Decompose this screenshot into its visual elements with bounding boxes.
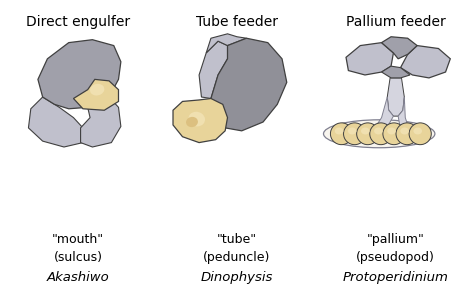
Polygon shape <box>73 79 118 110</box>
Ellipse shape <box>188 112 205 126</box>
Ellipse shape <box>383 123 405 145</box>
Text: (pseudopod): (pseudopod) <box>356 251 435 264</box>
Text: "mouth": "mouth" <box>52 233 104 246</box>
Ellipse shape <box>413 128 422 134</box>
Ellipse shape <box>409 123 431 145</box>
Text: "tube": "tube" <box>217 233 257 246</box>
Ellipse shape <box>361 128 370 134</box>
Polygon shape <box>382 66 410 78</box>
Text: (peduncle): (peduncle) <box>203 251 271 264</box>
Ellipse shape <box>370 123 392 145</box>
Ellipse shape <box>186 117 198 127</box>
Ellipse shape <box>374 128 383 134</box>
Ellipse shape <box>90 84 104 96</box>
Text: Tube feeder: Tube feeder <box>196 15 278 29</box>
Text: Protoperidinium: Protoperidinium <box>343 271 449 284</box>
Polygon shape <box>401 46 450 78</box>
Polygon shape <box>38 40 121 109</box>
Ellipse shape <box>330 123 353 145</box>
Polygon shape <box>206 34 246 53</box>
Ellipse shape <box>323 120 435 148</box>
Polygon shape <box>211 38 287 131</box>
Polygon shape <box>377 97 393 129</box>
Polygon shape <box>199 41 228 98</box>
Ellipse shape <box>396 123 418 145</box>
Text: Direct engulfer: Direct engulfer <box>26 15 130 29</box>
Polygon shape <box>387 78 404 116</box>
Text: Akashiwo: Akashiwo <box>47 271 109 284</box>
Ellipse shape <box>401 128 409 134</box>
Text: Pallium feeder: Pallium feeder <box>346 15 446 29</box>
Polygon shape <box>81 97 121 147</box>
Polygon shape <box>398 97 408 130</box>
Polygon shape <box>173 98 228 143</box>
Text: "pallium": "pallium" <box>367 233 425 246</box>
Ellipse shape <box>348 128 356 134</box>
Ellipse shape <box>387 128 396 134</box>
Ellipse shape <box>344 123 366 145</box>
Polygon shape <box>382 37 417 59</box>
Text: Dinophysis: Dinophysis <box>201 271 273 284</box>
Ellipse shape <box>335 128 343 134</box>
Polygon shape <box>346 43 393 75</box>
Text: (sulcus): (sulcus) <box>54 251 103 264</box>
Polygon shape <box>28 97 83 147</box>
Ellipse shape <box>356 123 379 145</box>
